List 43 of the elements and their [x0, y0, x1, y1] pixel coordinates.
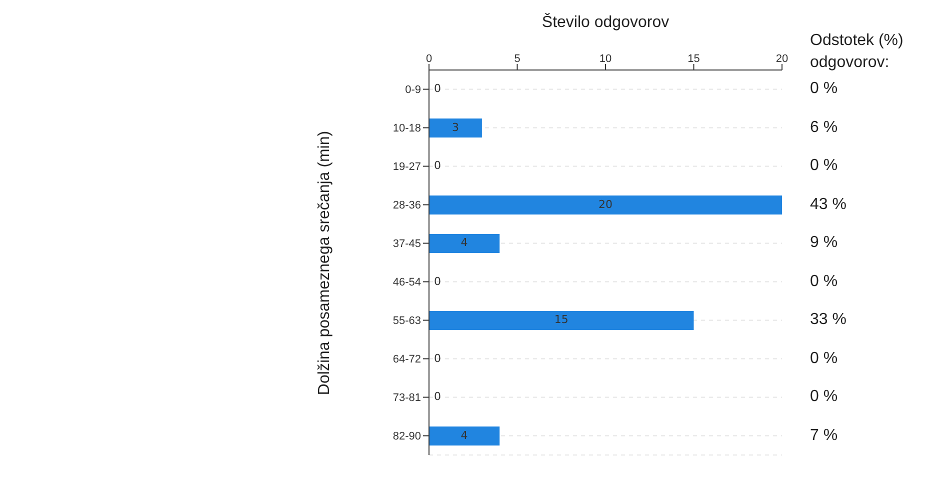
y-tick-label: 82-90: [392, 430, 421, 443]
bar: [429, 311, 694, 330]
x-axis-title: Število odgovorov: [540, 14, 670, 32]
y-tick-label: 19-27: [392, 161, 421, 174]
y-axis-title: Dolžina posameznega srečanja (min): [316, 130, 334, 395]
data-label: 0: [434, 274, 441, 290]
data-label: 0: [434, 81, 441, 98]
x-tick-label: 0: [426, 53, 432, 65]
x-tick-label: 20: [776, 53, 788, 65]
bar: [429, 196, 782, 214]
y-tick-label: 0-9: [405, 84, 421, 96]
x-tick-label: 5: [514, 53, 520, 65]
bar: [429, 234, 500, 253]
text: 0 %: [810, 156, 838, 176]
bar: [429, 426, 500, 446]
data-label: 4: [460, 235, 468, 252]
text: 9 %: [810, 233, 838, 254]
x-tick-label: 10: [599, 53, 612, 65]
text: 0 %: [810, 348, 838, 369]
y-tick-label: 37-45: [392, 238, 421, 250]
data-label: 4: [460, 428, 468, 444]
data-label: 0: [434, 350, 441, 367]
text: 0 %: [810, 387, 838, 408]
text: 6 %: [810, 118, 838, 138]
data-label: 3: [452, 120, 459, 136]
text: 0 %: [810, 79, 838, 100]
data-label: 0: [434, 389, 441, 406]
text: 43 %: [810, 194, 846, 215]
y-tick-label: 46-54: [392, 276, 421, 289]
data-label: 0: [434, 158, 441, 174]
y-tick-label: 55-63: [392, 315, 421, 328]
y-tick-label: 28-36: [392, 200, 421, 212]
data-label: 15: [554, 312, 568, 328]
text: Odstotek (%) odgovorov:: [810, 31, 904, 73]
x-tick-label: 15: [688, 53, 700, 65]
bar: [429, 118, 482, 138]
text: 33 %: [810, 310, 846, 330]
y-tick-label: 64-72: [392, 354, 421, 366]
y-tick-label: 73-81: [392, 392, 421, 404]
text: 0 %: [810, 272, 838, 292]
text: 7 %: [810, 426, 838, 446]
data-label: 20: [598, 196, 612, 213]
y-tick-label: 10-18: [392, 122, 421, 135]
